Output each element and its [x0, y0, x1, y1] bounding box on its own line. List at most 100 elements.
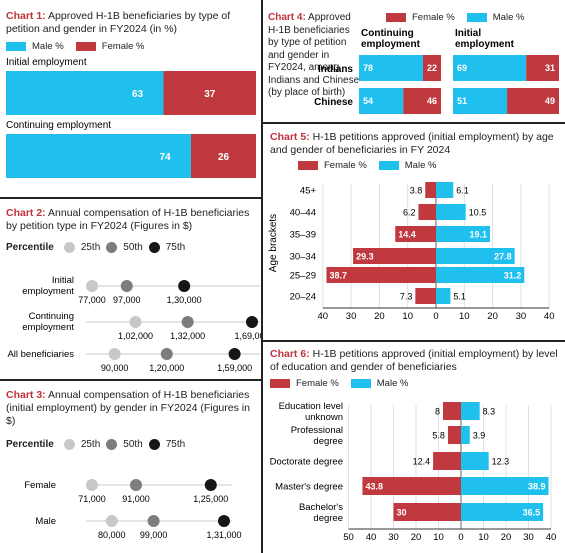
- legend-swatch-male: [466, 13, 487, 22]
- chart1-category-label: Continuing employment: [6, 120, 111, 131]
- chart5-tick-label: 10: [459, 311, 470, 322]
- legend-male-label: Male %: [492, 12, 525, 23]
- p25-label: 25th: [80, 242, 101, 253]
- vertical-divider: [261, 0, 263, 553]
- divider-3: [263, 122, 565, 124]
- chart4-category-label: Chinese: [314, 97, 353, 108]
- chart3-value-label: 1,31,000: [206, 530, 241, 540]
- chart3-category-label: Male: [35, 516, 56, 527]
- chart3-legend: Percentile 25th 50th 75th: [6, 439, 256, 450]
- chart2-title: Chart 2: Annual compensation of H-1B ben…: [6, 207, 250, 232]
- chart6-bar-female: [433, 452, 461, 470]
- chart1-bar-female: [191, 134, 256, 178]
- chart4-value-male: 78: [363, 63, 373, 73]
- chart5-value-female: 6.2: [403, 208, 416, 218]
- chart6-value-male: 38.9: [528, 482, 546, 492]
- chart2-category-label: Initial: [52, 275, 74, 286]
- chart6-tick-label: 40: [546, 532, 557, 543]
- chart1-value-male: 63: [132, 89, 144, 100]
- chart5-bar-male: [436, 226, 491, 242]
- chart4-plot: ContinuingemploymentInitialemploymentInd…: [314, 28, 559, 114]
- chart2-value-label: 90,000: [101, 363, 129, 373]
- chart5-value-male: 27.8: [494, 252, 512, 262]
- p75-label: 75th: [165, 439, 186, 450]
- legend-swatch-female: [75, 42, 96, 51]
- chart5-value-female: 38.7: [329, 271, 347, 281]
- chart2-value-label: 1,30,000: [167, 295, 202, 305]
- chart5-tick-label: 10: [402, 311, 413, 322]
- chart3-value-label: 1,25,000: [193, 494, 228, 504]
- chart3-value-label: 91,000: [122, 494, 150, 504]
- chart3-dot-25th: [105, 515, 118, 527]
- chart4-value-female: 49: [545, 96, 555, 106]
- chart5-bar-female: [425, 182, 436, 198]
- chart3-panel: Chart 3: Annual compensation of H-1B ben…: [6, 389, 256, 450]
- chart3-dot-50th: [130, 479, 142, 491]
- chart6-value-male: 8.3: [483, 407, 496, 417]
- chart4-group-label: Initial: [455, 28, 481, 39]
- chart6-tick-label: 30: [388, 532, 399, 543]
- chart6-bar-female: [447, 426, 461, 444]
- chart3-value-label: 99,000: [140, 530, 168, 540]
- chart6-title: Chart 6: H-1B petitions approved (initia…: [270, 348, 558, 373]
- chart3-category-label: Female: [24, 480, 56, 491]
- chart6-value-male: 3.9: [473, 431, 486, 441]
- percentile-label: Percentile: [6, 242, 54, 253]
- legend-male-label: Male %: [376, 378, 409, 389]
- chart1-category-label: Initial employment: [6, 57, 87, 68]
- chart5-tick-label: 30: [516, 311, 527, 322]
- chart6-value-female: 5.8: [432, 431, 445, 441]
- chart5-tick-label: 0: [433, 311, 438, 322]
- chart4-bar-female: [526, 55, 559, 81]
- chart6-bar-male: [461, 402, 480, 420]
- chart5-value-male: 6.1: [456, 186, 469, 196]
- chart6-category-label: unknown: [305, 412, 343, 423]
- p75-dot-icon: [148, 439, 160, 450]
- chart6-category-label: Bachelor's: [299, 502, 343, 513]
- percentile-label: Percentile: [6, 439, 54, 450]
- chart2-dot-75th: [228, 348, 241, 360]
- chart5-bar-male: [436, 267, 525, 283]
- chart1-value-female: 26: [218, 152, 230, 163]
- legend-female-label: Female %: [412, 12, 455, 23]
- chart1-panel: Chart 1: Approved H-1B beneficiaries by …: [6, 10, 256, 52]
- chart6-legend: Female % Male %: [270, 378, 560, 389]
- p50-label: 50th: [123, 242, 143, 253]
- legend-swatch-female: [386, 13, 406, 22]
- chart2-dot-50th: [160, 348, 173, 360]
- chart4-title: Chart 4: Approved H-1B beneficiaries by …: [268, 12, 360, 98]
- chart4-value-male: 69: [457, 63, 467, 73]
- chart6-category-label: Doctorate degree: [270, 457, 343, 468]
- legend-swatch-male: [350, 379, 371, 388]
- chart5-bar-female: [418, 204, 436, 220]
- chart4-group-label: Continuing: [361, 28, 414, 39]
- chart4-value-male: 54: [363, 96, 373, 106]
- p25-dot-icon: [63, 242, 75, 253]
- divider-1: [0, 197, 261, 199]
- chart1-value-male: 74: [159, 152, 171, 163]
- chart5-category-label: 45+: [300, 186, 317, 197]
- chart6-bar-male: [461, 503, 544, 521]
- chart6-bar-male: [461, 452, 489, 470]
- chart5-title: Chart 5: H-1B petitions approved (initia…: [270, 131, 554, 156]
- chart5-legend: Female % Male %: [298, 160, 560, 171]
- chart5-tick-label: 20: [487, 311, 498, 322]
- chart2-dot-25th: [129, 316, 142, 328]
- chart2-dot-50th: [181, 316, 194, 328]
- chart6-value-female: 12.4: [413, 457, 431, 467]
- chart4-bar-female: [507, 88, 559, 114]
- chart5-category-label: 20–24: [290, 292, 316, 303]
- legend-female-label: Female %: [101, 41, 145, 52]
- chart6-tick-label: 10: [478, 532, 489, 543]
- chart2-value-label: 1,32,000: [170, 331, 205, 341]
- chart5-value-male: 10.5: [469, 208, 487, 218]
- chart2-category-label: Continuing: [29, 311, 74, 322]
- chart1-bar-male: [6, 71, 164, 115]
- chart5-value-male: 31.2: [504, 271, 522, 281]
- chart5-bar-male: [436, 248, 515, 264]
- chart5-bar-male: [436, 204, 466, 220]
- chart3-title: Chart 3: Annual compensation of H-1B ben…: [6, 389, 250, 427]
- chart3-dot-75th: [204, 479, 217, 491]
- chart3-plot: Female 71,000 91,000 1,25,000 Male 80,000 99,0…: [24, 479, 242, 540]
